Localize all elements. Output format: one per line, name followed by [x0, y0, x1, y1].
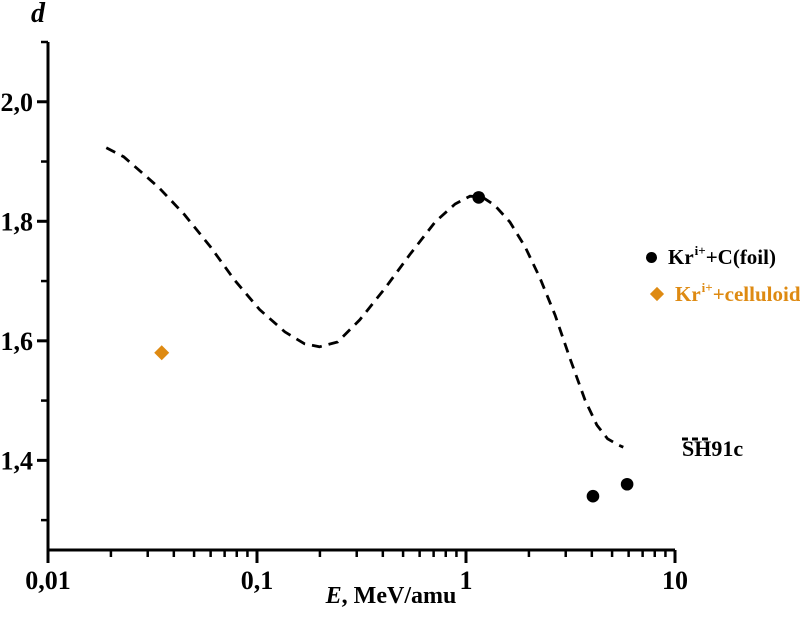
y-tick-label: 1,8	[1, 207, 34, 236]
x-axis-title-units: , MeV/amu	[341, 583, 457, 609]
y-axis: 1,4 1,6 1,8 2,0	[1, 40, 48, 522]
legend-kr-sup: i+	[694, 243, 706, 258]
data-point-diamond	[154, 345, 170, 361]
x-axis-title: E, MeV/amu	[326, 583, 457, 610]
legend-label-kr-celluloid: Kri++celluloid	[675, 280, 800, 307]
sh91c-curve	[105, 146, 624, 449]
legend-kr2-sup: i+	[701, 280, 713, 295]
legend-kr2-rest: +celluloid	[712, 282, 800, 306]
x-axis: 0,01 0,1 1 10	[25, 550, 688, 595]
x-tick-label: 0,01	[25, 566, 71, 595]
y-axis-title: d	[31, 0, 45, 29]
legend-item-kr-celluloid: Kri++celluloid	[649, 280, 800, 308]
x-tick-label: 1	[460, 566, 473, 595]
y-tick-label: 1,6	[1, 327, 34, 356]
series-kr-c-foil	[472, 191, 634, 503]
x-axis-title-symbol: E	[325, 583, 342, 609]
legend-kr2-base: Kr	[675, 282, 701, 306]
series-kr-celluloid	[154, 345, 170, 361]
x-tick-label: 0,1	[241, 566, 274, 595]
legend-kr-rest: +C(foil)	[705, 245, 776, 269]
data-point-circle	[620, 477, 634, 491]
legend-kr-base: Kr	[668, 245, 694, 269]
circle-marker-icon	[646, 251, 657, 263]
data-point-circle	[586, 489, 600, 503]
y-tick-label: 1,4	[1, 446, 34, 475]
x-tick-label: 10	[662, 566, 688, 595]
legend-label-kr-c-foil: Kri++C(foil)	[668, 243, 776, 270]
data-point-circle	[472, 191, 485, 204]
dashed-line-marker-icon	[682, 437, 709, 441]
axes-lines	[46, 42, 675, 552]
diamond-marker-icon	[649, 286, 665, 302]
legend-item-kr-c-foil: Kri++C(foil)	[646, 243, 776, 271]
legend-item-sh91c: SH91c	[682, 435, 743, 463]
y-tick-label: 2,0	[1, 88, 34, 117]
